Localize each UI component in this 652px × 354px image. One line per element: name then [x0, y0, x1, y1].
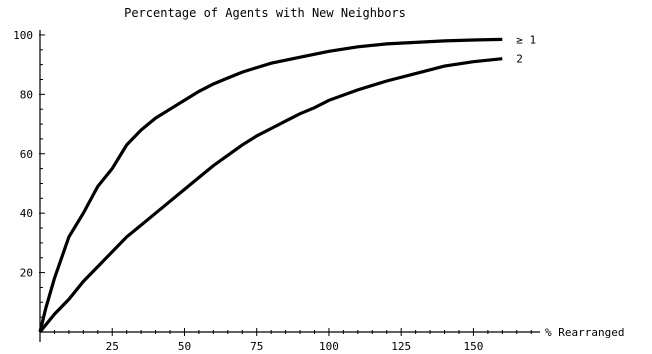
x-tick-label: 150	[463, 340, 483, 353]
x-axis-label: % Rearranged	[545, 326, 624, 339]
y-tick-label: 80	[20, 88, 33, 101]
series-label-2: 2	[516, 53, 523, 66]
series-line-1	[38, 37, 503, 333]
plot-area: ≥ 1 2	[38, 33, 536, 334]
y-tick-label: 100	[13, 29, 33, 42]
series-line-2	[38, 57, 503, 334]
x-tick-label: 100	[319, 340, 339, 353]
y-tick-label: 40	[20, 207, 33, 220]
series-label-1: ≥ 1	[516, 33, 536, 46]
y-tick-label: 20	[20, 267, 33, 280]
axes: 25 50 75 100 125 150 20 40 60 80 100 % Rearranged	[13, 29, 624, 353]
x-tick-label: 50	[178, 340, 191, 353]
y-tick-label: 60	[20, 148, 33, 161]
x-tick-label: 75	[250, 340, 263, 353]
chart-title: Percentage of Agents with New Neighbors	[124, 6, 406, 20]
x-tick-label: 25	[106, 340, 119, 353]
x-tick-label: 125	[391, 340, 411, 353]
